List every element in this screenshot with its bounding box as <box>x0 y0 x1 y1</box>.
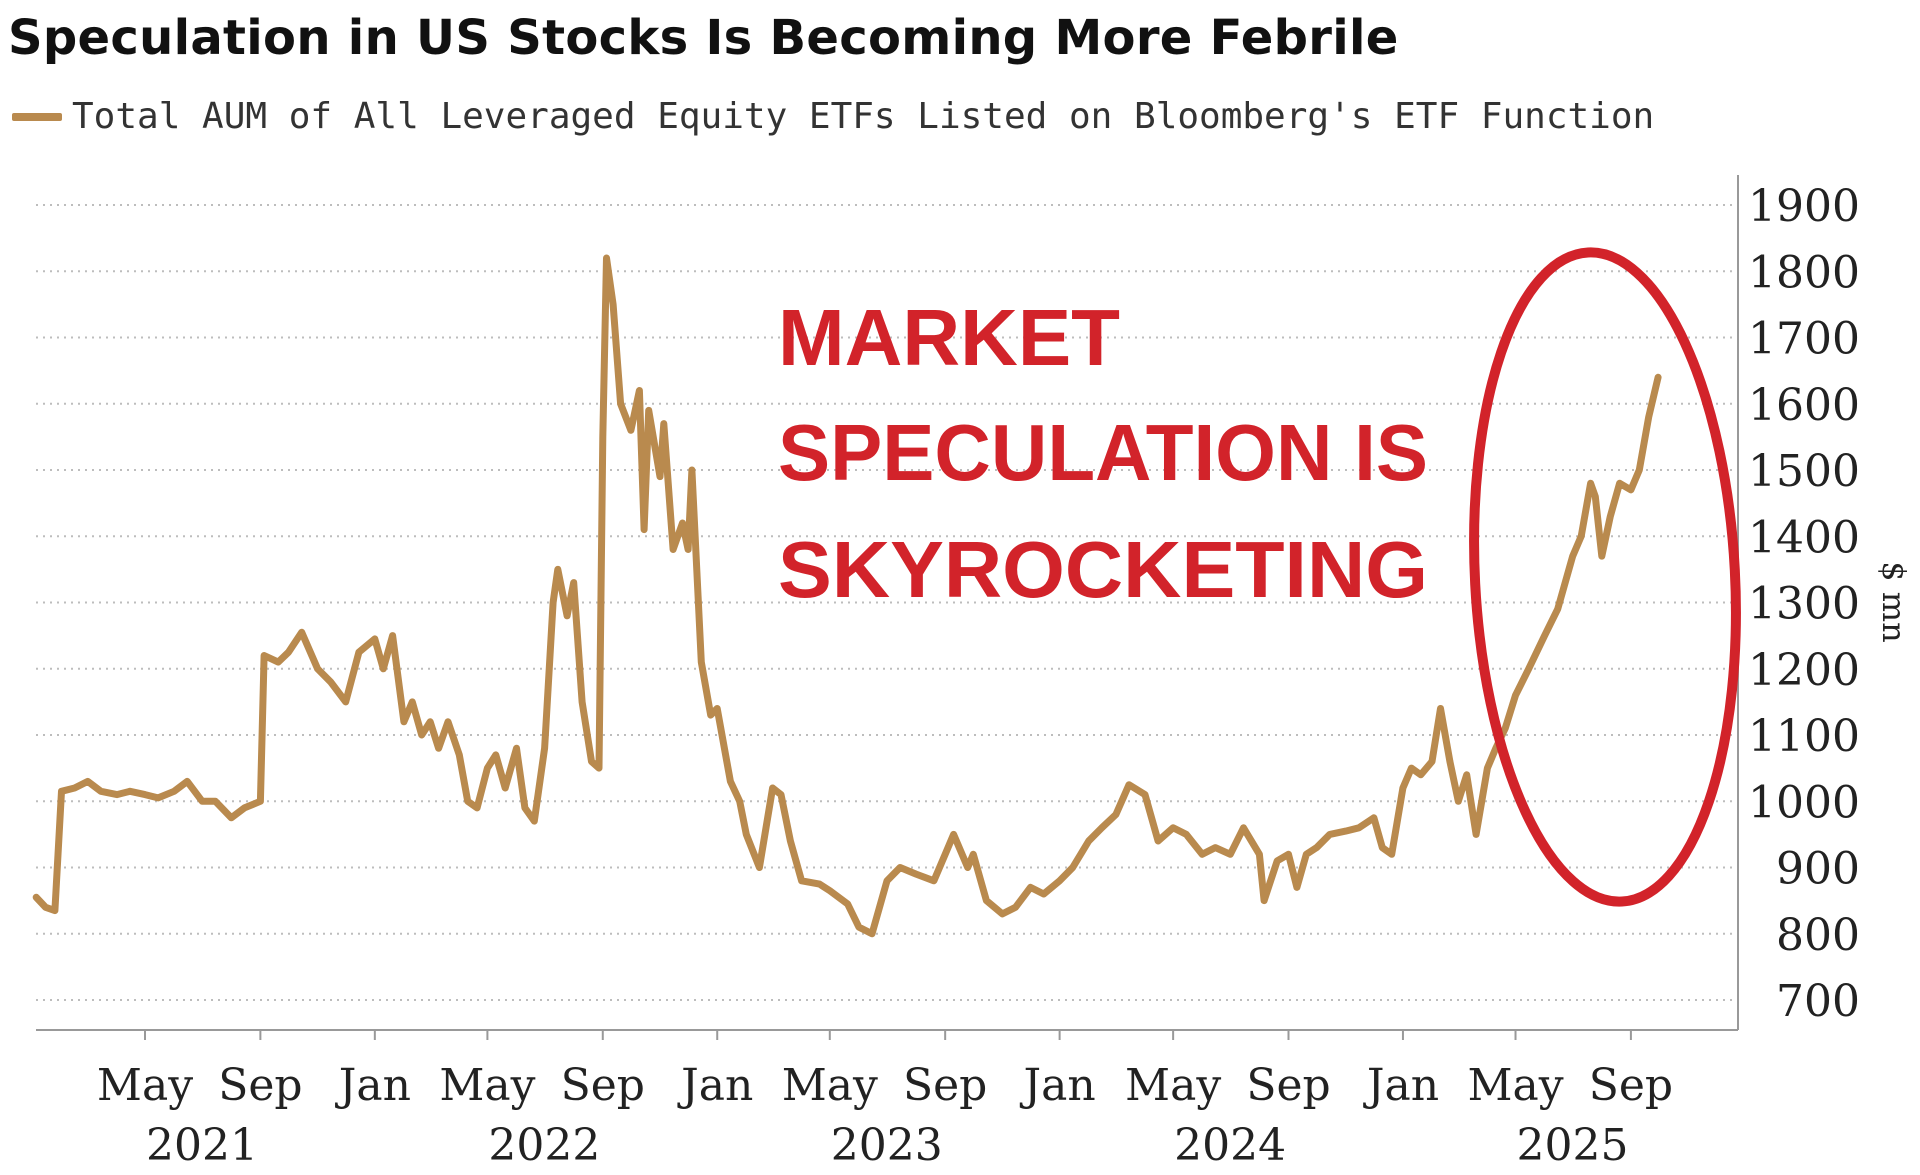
y-tick-label: 1600 <box>1748 380 1860 431</box>
x-tick-label: Sep <box>218 1060 302 1111</box>
x-tick-label: Sep <box>1246 1060 1330 1111</box>
annotation-text-line: MARKET <box>778 293 1120 382</box>
x-tick-label: Sep <box>561 1060 645 1111</box>
highlight-ellipse <box>1469 247 1741 907</box>
x-tick-label: May <box>782 1060 878 1111</box>
y-tick-label: 900 <box>1776 844 1860 895</box>
y-tick-label: 1000 <box>1748 777 1860 828</box>
series-line <box>32 254 1662 938</box>
series-layer <box>32 254 1662 938</box>
x-tick-label: Jan <box>335 1060 411 1111</box>
y-tick-label: 1400 <box>1748 512 1860 563</box>
annotation-text-line: SKYROCKETING <box>778 525 1428 614</box>
y-tick-label: 1700 <box>1748 314 1860 365</box>
x-tick-label: May <box>439 1060 535 1111</box>
x-tick-label: Sep <box>903 1060 987 1111</box>
tick-labels: 700 800 900 1000 1100 1200 1300 1400 1500 1600 170… <box>97 181 1913 1171</box>
x-tick-label: May <box>1125 1060 1221 1111</box>
x-tick-label: Jan <box>1363 1060 1439 1111</box>
y-tick-label: 800 <box>1776 910 1860 961</box>
x-year-label: 2025 <box>1517 1120 1629 1171</box>
y-tick-label: 1200 <box>1748 645 1860 696</box>
x-year-label: 2023 <box>831 1120 943 1171</box>
annotation-text-line: SPECULATION IS <box>778 408 1428 497</box>
x-year-label: 2024 <box>1174 1120 1286 1171</box>
y-tick-label: 1100 <box>1748 711 1860 762</box>
legend-swatch <box>12 112 62 121</box>
chart-title: Speculation in US Stocks Is Becoming Mor… <box>8 10 1399 66</box>
legend: Total AUM of All Leveraged Equity ETFs L… <box>12 96 1654 137</box>
legend-label: Total AUM of All Leveraged Equity ETFs L… <box>72 96 1655 137</box>
x-tick-label: Jan <box>1020 1060 1096 1111</box>
x-year-label: 2021 <box>146 1120 258 1171</box>
y-tick-label: 1300 <box>1748 579 1860 630</box>
x-tick-label: May <box>97 1060 193 1111</box>
annotation: MARKET SPECULATION IS SKYROCKETING <box>778 247 1741 907</box>
y-axis-title: $ mn <box>1875 561 1913 642</box>
x-year-label: 2022 <box>488 1120 600 1171</box>
y-tick-label: 700 <box>1776 976 1860 1027</box>
y-tick-label: 1500 <box>1748 446 1860 497</box>
y-tick-label: 1800 <box>1748 247 1860 298</box>
x-tick-label: Sep <box>1589 1060 1673 1111</box>
x-tick-label: Jan <box>677 1060 753 1111</box>
x-tick-label: May <box>1467 1060 1563 1111</box>
y-tick-label: 1900 <box>1748 181 1860 232</box>
